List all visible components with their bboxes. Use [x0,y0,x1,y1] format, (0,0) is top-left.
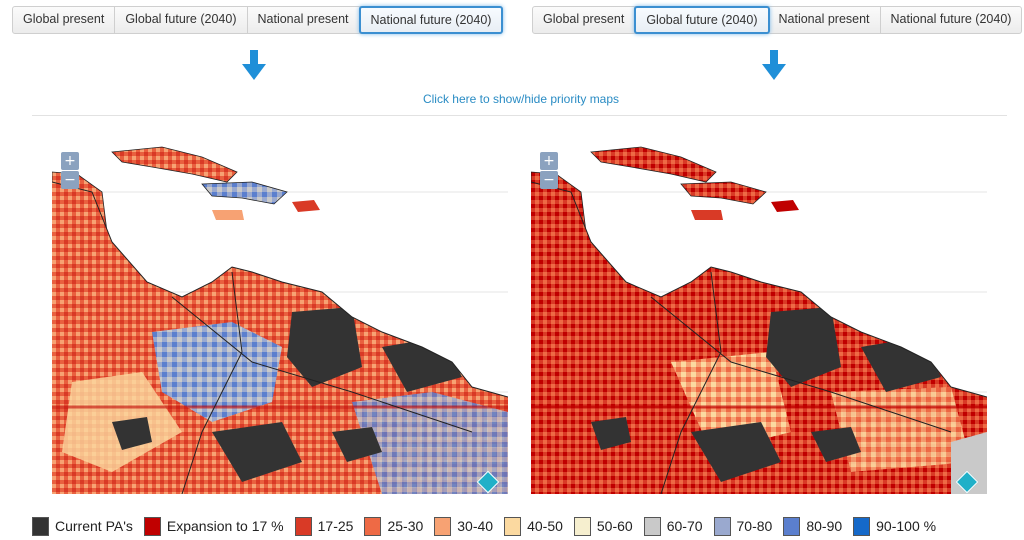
legend-label: 17-25 [317,518,354,534]
legend-label: 60-70 [666,518,703,534]
legend-swatch [294,516,312,536]
map-canvas-right[interactable] [531,132,987,494]
legend-item: 30-40 [434,516,494,536]
zoom-out-button[interactable]: − [540,171,558,189]
legend-item: Current PA's [32,516,133,536]
legend-item: Expansion to 17 % [143,516,284,536]
divider [32,115,1007,116]
right-scenario-tabs: Global present Global future (2040) Nati… [532,6,1023,34]
legend-label: 70-80 [736,518,773,534]
legend-label: 50-60 [596,518,633,534]
legend-swatch [364,516,382,536]
left-scenario-tabs: Global present Global future (2040) Nati… [12,6,504,34]
legend-swatch [783,516,801,536]
tab-global-present[interactable]: Global present [13,7,116,33]
legend-label: 90-100 % [876,518,937,534]
down-arrow-icon [242,50,266,80]
tab-national-future[interactable]: National future (2040) [358,6,504,34]
legend-label: Expansion to 17 % [166,518,284,534]
tab-national-future[interactable]: National future (2040) [890,12,1012,26]
legend-label: 30-40 [457,518,494,534]
zoom-out-button[interactable]: − [61,171,79,189]
down-arrow-icon [762,50,786,80]
priority-map-global-future[interactable]: + − [531,132,987,494]
legend-swatch [853,516,871,536]
map-canvas-left[interactable] [52,132,508,494]
toggle-priority-maps-link[interactable]: Click here to show/hide priority maps [422,92,620,106]
legend-item: 60-70 [643,516,703,536]
tab-national-present[interactable]: National present [769,7,881,33]
legend-label: Current PA's [55,518,133,534]
legend-swatch [713,516,731,536]
tab-national-present[interactable]: National present [248,7,360,33]
legend-item: 50-60 [573,516,633,536]
zoom-in-button[interactable]: + [61,152,79,170]
legend-swatch [434,516,452,536]
legend-item: 40-50 [504,516,563,536]
legend-item: 70-80 [713,516,773,536]
legend-label: 80-90 [806,518,843,534]
legend-item: 25-30 [364,516,424,536]
legend-swatch [504,516,522,536]
tab-global-future[interactable]: Global future (2040) [634,6,770,34]
legend-swatch [643,516,661,536]
legend-swatch [573,516,591,536]
zoom-in-button[interactable]: + [540,152,558,170]
legend-item: 80-90 [783,516,843,536]
legend-swatch [32,516,49,536]
legend-item: 90-100 % [853,516,937,536]
map-legend: Current PA's Expansion to 17 % 17-25 25-… [32,514,947,538]
tab-global-future[interactable]: Global future (2040) [115,7,248,33]
legend-label: 25-30 [387,518,424,534]
priority-map-national-future[interactable]: + − [52,132,508,494]
tab-global-present[interactable]: Global present [533,7,636,33]
legend-label: 40-50 [527,518,563,534]
legend-swatch [143,516,161,536]
legend-item: 17-25 [294,516,354,536]
